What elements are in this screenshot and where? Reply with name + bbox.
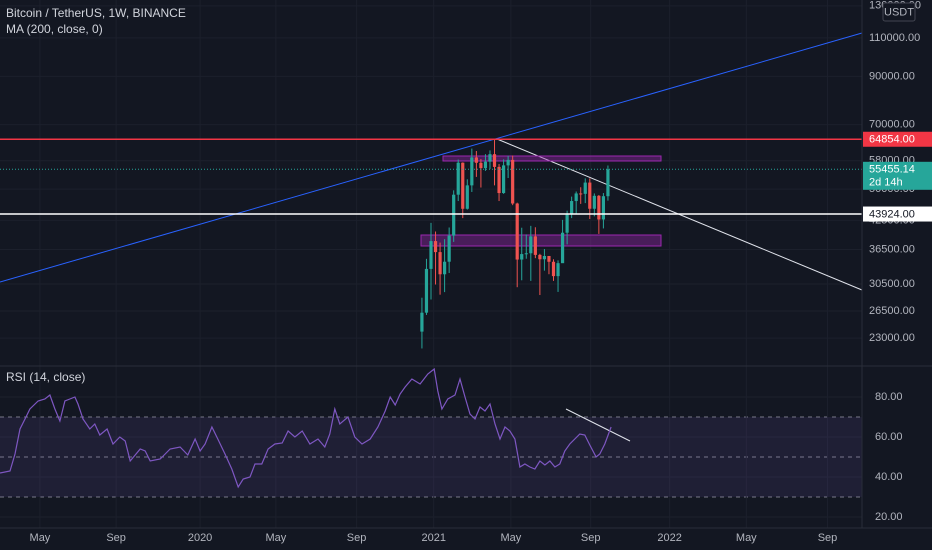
candle-body [452,194,456,236]
candle-body [501,165,506,194]
candle-body [479,162,483,169]
x-tick-label: May [736,532,757,544]
y-tick-label: 26500.00 [869,305,915,317]
x-tick-label: Sep [818,532,838,544]
price-label: 55455.14 [869,164,915,176]
candle-body [447,235,451,262]
y-tick-label: 30500.00 [869,278,915,290]
candle-body [474,157,478,163]
grid [0,416,862,498]
candle-body [492,154,497,167]
candle-body [520,254,524,260]
candle-body [551,261,556,277]
candle-body [524,253,528,255]
candle-body [542,255,547,260]
x-tick-label: 2022 [657,532,681,544]
candle-body [588,182,592,209]
y-tick-label: 90000.00 [869,70,915,82]
candle-body [560,232,565,264]
candle-body [579,193,583,195]
y-tick-label: 36500.00 [869,243,915,255]
x-tick-label: Sep [581,532,601,544]
candle-body [592,195,596,209]
candle-body [497,166,501,194]
y-tick-label: 110000.00 [869,32,920,44]
price-label: 43924.00 [869,208,915,220]
candle-body [601,196,605,220]
candle-body [597,195,601,220]
y-tick-label: 70000.00 [869,119,915,131]
candle-body [465,185,469,209]
x-tick-label: 2020 [188,532,212,544]
candle-body [483,161,488,169]
candle-body [556,263,560,277]
candle-body [433,241,438,253]
y-tick-label: 20.00 [875,511,903,523]
trend-line [0,32,863,283]
rsi-line [0,367,612,489]
x-tick-label: Sep [347,532,367,544]
price-countdown: 2d 14h [869,177,903,189]
x-tick-label: May [30,532,51,544]
price-label-box [863,131,932,147]
candle-body [443,261,447,275]
chart-title: Bitcoin / TetherUS, 1W, BINANCE [6,6,186,20]
marks [0,138,862,489]
candle-body [574,193,578,202]
currency[interactable]: USDT [884,6,914,18]
candle-body [511,159,515,204]
zone-box [442,155,662,162]
candle-body [529,236,533,254]
indicator-title: MA (200, close, 0) [6,22,103,36]
candle-body [533,236,537,255]
candle-body [438,252,442,275]
price-label-box [863,161,932,190]
currency-box[interactable] [882,2,916,22]
labels: 130000.00110000.0090000.0070000.0058000.… [30,0,932,544]
price-label-box [863,206,932,222]
x-tick-label: May [500,532,521,544]
y-tick-label: 80.00 [875,391,903,403]
y-tick-label: 40.00 [875,471,903,483]
zone-box [420,234,662,247]
candle-body [570,201,574,215]
rsi-band [0,417,862,497]
candle-body [538,254,542,260]
candle-body [424,268,429,313]
rsi-trend-line [565,408,631,442]
rsi-title: RSI (14, close) [6,370,85,384]
candle-body [488,154,492,162]
candle-body [420,312,424,332]
candle-body [470,157,474,186]
candle-body [515,203,519,260]
x-tick-label: May [265,532,286,544]
y-tick-label: 60.00 [875,431,903,443]
candle-body [506,159,510,166]
price-label: 64854.00 [869,134,915,146]
x-tick-label: 2021 [421,532,445,544]
candle-body [429,241,433,269]
candle-body [583,182,587,194]
candle-body [606,169,610,197]
candle-body [456,162,460,195]
x-tick-label: Sep [106,532,126,544]
candle-body [461,162,465,209]
candle-body [547,255,551,262]
y-tick-label: 23000.00 [869,332,915,344]
candle-body [565,214,569,233]
